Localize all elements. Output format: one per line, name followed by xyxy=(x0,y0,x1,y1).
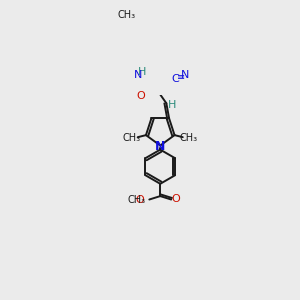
Text: CH₃: CH₃ xyxy=(180,133,198,143)
Text: H: H xyxy=(168,100,177,110)
Text: N: N xyxy=(134,70,142,80)
Text: N: N xyxy=(155,140,165,153)
Text: N: N xyxy=(181,70,190,80)
Text: CH₃: CH₃ xyxy=(118,10,136,20)
Text: O: O xyxy=(171,194,180,204)
Text: CH₃: CH₃ xyxy=(127,194,146,205)
Text: ≡: ≡ xyxy=(177,72,185,82)
Text: H: H xyxy=(138,67,146,77)
Text: O: O xyxy=(135,194,144,205)
Text: CH₃: CH₃ xyxy=(122,133,141,143)
Text: C: C xyxy=(171,74,179,84)
Text: O: O xyxy=(137,92,146,101)
